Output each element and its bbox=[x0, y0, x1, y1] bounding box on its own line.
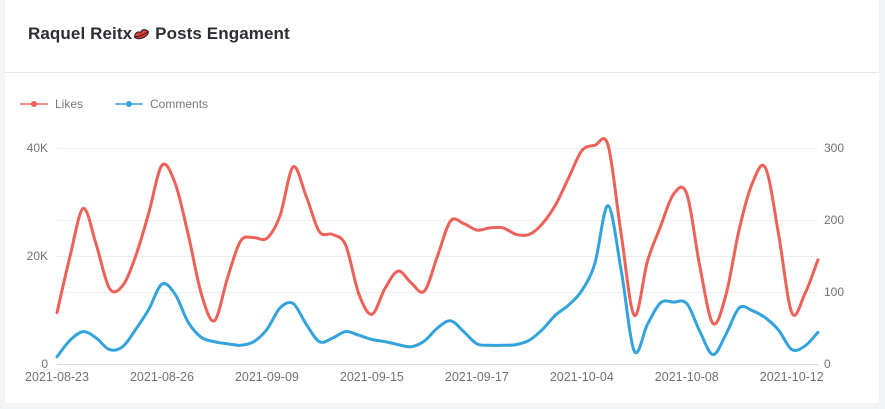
right-axis-tick-label: 100 bbox=[824, 285, 845, 299]
comments-series-line[interactable] bbox=[55, 204, 820, 359]
page-title-prefix: Raquel Reitx bbox=[28, 24, 133, 43]
panel-header: Raquel Reitx Posts Engament bbox=[5, 0, 879, 73]
engagement-line-chart[interactable] bbox=[5, 0, 879, 403]
right-axis-tick-label: 200 bbox=[824, 213, 845, 227]
page-title: Raquel Reitx Posts Engament bbox=[28, 24, 290, 44]
left-axis-tick-label: 20K bbox=[26, 249, 48, 263]
likes-line-icon bbox=[20, 97, 48, 111]
legend-label-likes: Likes bbox=[55, 97, 84, 111]
legend-label-comments: Comments bbox=[150, 97, 209, 111]
dashboard-panel: Raquel Reitx Posts Engament Likes bbox=[5, 0, 879, 403]
legend-item-comments[interactable]: Comments bbox=[115, 97, 208, 111]
x-axis-tick-label: 2021-08-26 bbox=[129, 370, 194, 384]
lips-emoji-icon bbox=[133, 26, 150, 43]
x-axis-tick-label: 2021-10-12 bbox=[759, 370, 824, 384]
page-title-suffix: Posts Engament bbox=[155, 24, 290, 43]
legend-item-likes[interactable]: Likes bbox=[20, 97, 83, 111]
likes-series-line[interactable] bbox=[55, 137, 820, 326]
x-axis-tick-label: 2021-10-08 bbox=[654, 370, 719, 384]
x-axis-tick-label: 2021-08-23 bbox=[25, 370, 89, 384]
left-axis-tick-label: 0 bbox=[41, 357, 48, 371]
x-axis-tick-label: 2021-09-09 bbox=[234, 370, 299, 384]
left-axis-tick-label: 40K bbox=[26, 141, 48, 155]
chart-legend: Likes Comments bbox=[20, 96, 240, 112]
x-axis-tick-label: 2021-10-04 bbox=[549, 370, 614, 384]
right-axis-tick-label: 0 bbox=[824, 357, 831, 371]
x-axis-tick-label: 2021-09-15 bbox=[339, 370, 404, 384]
right-axis-tick-label: 300 bbox=[824, 141, 845, 155]
comments-line-icon bbox=[115, 97, 144, 111]
x-axis-tick-label: 2021-09-17 bbox=[444, 370, 509, 384]
